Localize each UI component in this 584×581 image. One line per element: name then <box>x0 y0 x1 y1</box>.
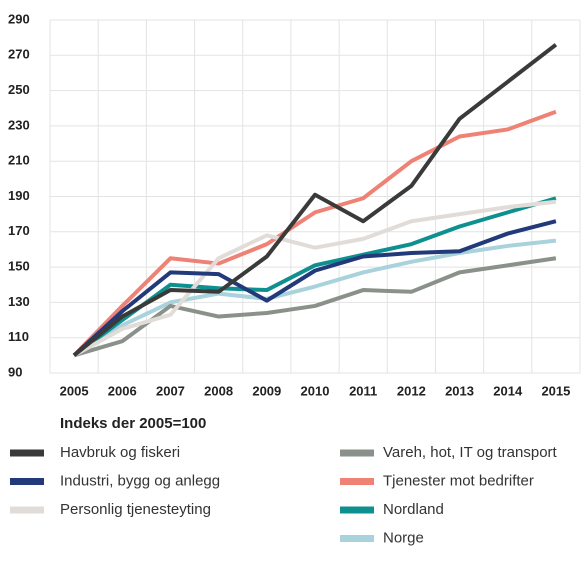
legend-label: Tjenester mot bedrifter <box>383 472 534 489</box>
y-tick-label: 170 <box>8 223 30 238</box>
x-tick-label: 2008 <box>204 383 233 398</box>
y-tick-label: 190 <box>8 188 30 203</box>
series-line <box>72 196 557 357</box>
legend-label: Havbruk og fiskeri <box>60 444 180 461</box>
series-line <box>72 43 558 357</box>
x-tick-label: 2007 <box>156 383 185 398</box>
x-tick-label: 2013 <box>445 383 474 398</box>
x-tick-label: 2005 <box>60 383 89 398</box>
y-tick-label: 90 <box>8 364 22 379</box>
y-tick-label: 230 <box>8 117 30 132</box>
x-tick-label: 2014 <box>493 383 523 398</box>
legend-label: Vareh, hot, IT og transport <box>383 444 558 461</box>
legend-label: Nordland <box>383 501 444 518</box>
y-tick-label: 150 <box>8 259 30 274</box>
series-line <box>72 109 557 357</box>
x-tick-label: 2009 <box>252 383 281 398</box>
y-tick-label: 130 <box>8 294 30 309</box>
legend-label: Industri, bygg og anlegg <box>60 472 220 489</box>
x-tick-label: 2006 <box>108 383 137 398</box>
series-line <box>73 199 557 358</box>
y-tick-label: 250 <box>8 82 30 97</box>
series-line <box>73 238 557 358</box>
x-tick-label: 2012 <box>397 383 426 398</box>
x-tick-label: 2010 <box>301 383 330 398</box>
series-line <box>72 219 557 357</box>
legend-label: Norge <box>383 529 424 546</box>
y-tick-label: 210 <box>8 153 30 168</box>
y-tick-label: 110 <box>8 329 29 344</box>
y-tick-label: 270 <box>8 47 30 62</box>
y-tick-label: 290 <box>8 11 30 26</box>
legend-title: Indeks der 2005=100 <box>60 415 206 432</box>
x-tick-label: 2015 <box>541 383 570 398</box>
x-tick-label: 2011 <box>349 383 377 398</box>
legend-label: Personlig tjenesteyting <box>60 501 211 518</box>
